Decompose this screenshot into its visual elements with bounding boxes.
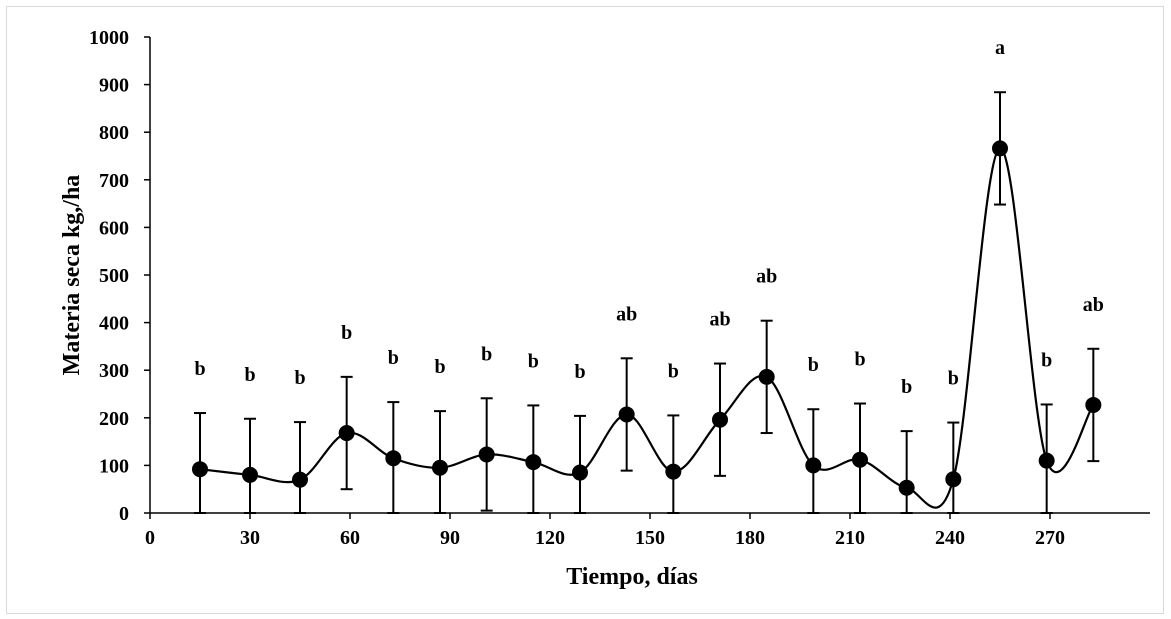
data-point bbox=[712, 411, 728, 428]
y-tick-label: 200 bbox=[99, 408, 129, 430]
x-tick-label: 60 bbox=[340, 527, 360, 549]
x-tick-label: 180 bbox=[735, 527, 765, 549]
x-tick-label: 90 bbox=[440, 527, 460, 549]
data-point bbox=[525, 454, 542, 471]
x-tick-label: 240 bbox=[935, 527, 965, 549]
data-point bbox=[242, 466, 258, 483]
significance-label: b bbox=[574, 361, 585, 383]
significance-label: b bbox=[481, 343, 492, 365]
y-tick-label: 900 bbox=[99, 75, 129, 97]
data-point bbox=[618, 406, 635, 423]
marker-group bbox=[192, 140, 1102, 496]
y-tick-label: 1000 bbox=[89, 27, 129, 49]
data-point bbox=[385, 450, 402, 467]
significance-label: b bbox=[668, 360, 679, 382]
data-point bbox=[192, 461, 208, 478]
significance-label: ab bbox=[616, 303, 637, 325]
error-bar-group bbox=[194, 91, 1100, 514]
significance-label: a bbox=[995, 37, 1005, 59]
significance-label: b bbox=[1041, 349, 1052, 371]
significance-label: b bbox=[854, 349, 865, 371]
data-point bbox=[572, 464, 588, 481]
significance-label: b bbox=[528, 350, 539, 372]
y-tick-label: 100 bbox=[99, 455, 129, 477]
significance-label: b bbox=[341, 322, 352, 344]
y-tick-label: 0 bbox=[119, 503, 129, 525]
x-tick-label: 30 bbox=[240, 527, 260, 549]
data-point bbox=[1038, 452, 1055, 469]
significance-label: b bbox=[901, 376, 912, 398]
x-axis-title: Tiempo, días bbox=[566, 564, 698, 590]
significance-label: ab bbox=[756, 266, 777, 288]
significance-label: b bbox=[948, 368, 959, 390]
significance-label: b bbox=[244, 364, 255, 386]
data-point bbox=[665, 463, 682, 480]
data-point bbox=[1085, 396, 1102, 413]
data-point bbox=[478, 446, 495, 463]
data-point bbox=[432, 459, 448, 476]
series-line bbox=[199, 147, 1095, 509]
y-tick-label: 800 bbox=[99, 122, 129, 144]
y-tick-label: 400 bbox=[99, 313, 129, 335]
y-tick-label: 700 bbox=[99, 170, 129, 192]
data-point bbox=[805, 457, 822, 474]
significance-label: b bbox=[388, 347, 399, 369]
significance-label: b bbox=[808, 354, 819, 376]
significance-label: b bbox=[434, 356, 445, 378]
y-tick-group: 0 100 200 300 400 500 600 700 800 900 1000 bbox=[89, 27, 150, 525]
significance-label: ab bbox=[1083, 294, 1104, 316]
significance-label: b bbox=[294, 367, 305, 389]
x-tick-label: 150 bbox=[635, 527, 665, 549]
data-point bbox=[992, 140, 1008, 157]
y-tick-label: 500 bbox=[99, 265, 129, 287]
y-tick-label: 300 bbox=[99, 360, 129, 382]
x-tick-label: 210 bbox=[835, 527, 865, 549]
significance-label: ab bbox=[709, 309, 730, 331]
x-tick-label: 0 bbox=[145, 527, 155, 549]
data-point bbox=[338, 425, 355, 442]
x-tick-group: 0 30 60 90 120 150 180 210 240 270 bbox=[145, 513, 1065, 549]
data-point bbox=[945, 471, 962, 488]
data-point bbox=[758, 368, 775, 385]
data-point bbox=[898, 479, 915, 496]
x-tick-label: 270 bbox=[1035, 527, 1065, 549]
significance-label: b bbox=[194, 358, 205, 380]
data-point bbox=[852, 451, 868, 468]
data-point bbox=[292, 471, 308, 488]
y-tick-label: 600 bbox=[99, 217, 129, 239]
x-tick-label: 120 bbox=[535, 527, 565, 549]
y-axis-title: Materia seca kg,/ha bbox=[59, 175, 85, 376]
